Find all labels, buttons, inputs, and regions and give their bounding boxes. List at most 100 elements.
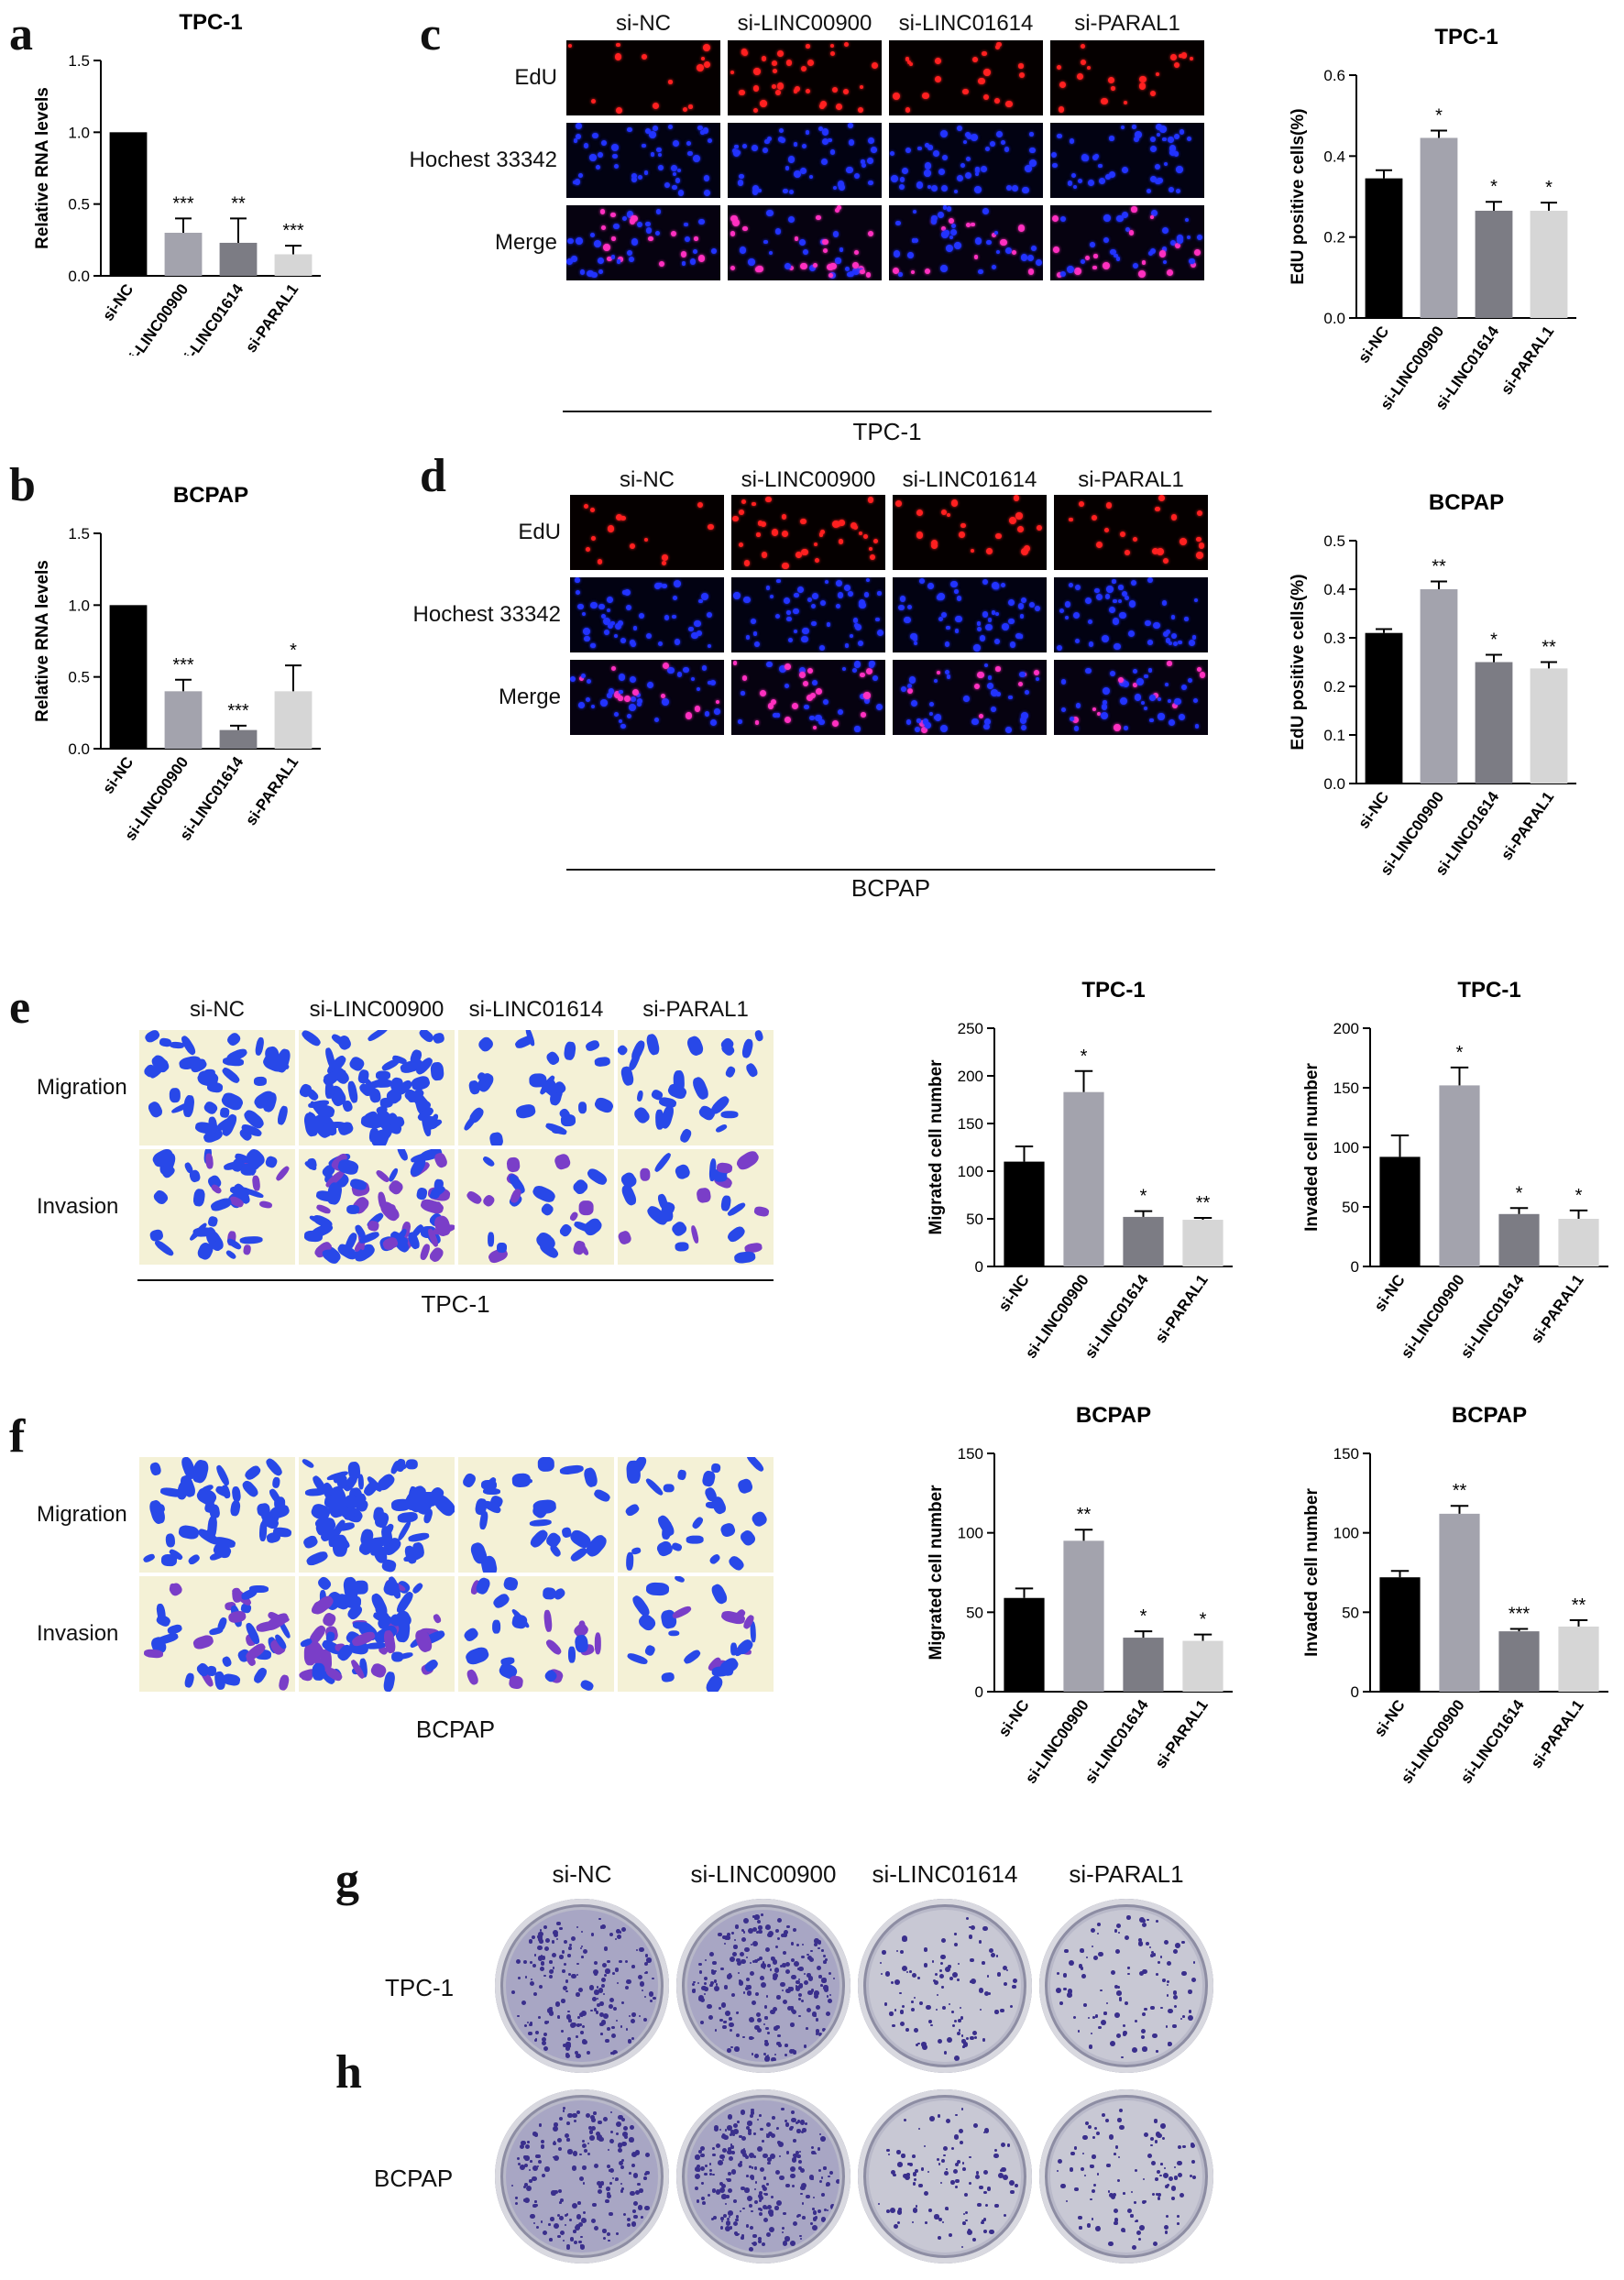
cell-nucleus — [1194, 598, 1199, 603]
stained-cell — [219, 1107, 230, 1118]
colony — [720, 2216, 724, 2220]
cell-nucleus — [662, 698, 669, 706]
colony — [1080, 2166, 1085, 2172]
cell-nucleus — [927, 145, 933, 150]
cell-nucleus — [953, 189, 958, 193]
colony — [821, 2176, 824, 2179]
colony — [752, 1915, 755, 1918]
colony — [913, 2208, 918, 2213]
bar-si-linc00900 — [1439, 1513, 1480, 1692]
cell-nucleus — [1138, 82, 1147, 91]
colony — [576, 1973, 578, 1976]
stained-cell — [529, 1518, 552, 1527]
colony — [713, 1979, 717, 1983]
cell-nucleus — [868, 180, 873, 185]
colony — [996, 1972, 1002, 1977]
cell-nucleus — [778, 127, 784, 133]
cell-nucleus — [658, 165, 664, 170]
colony — [1092, 2218, 1094, 2220]
colony — [1100, 2020, 1106, 2025]
cell-nucleus — [906, 683, 913, 689]
colony — [592, 2203, 597, 2208]
colony — [538, 1931, 544, 1937]
cell-nucleus — [853, 661, 861, 669]
colony — [932, 1979, 936, 1983]
colony — [550, 2217, 554, 2221]
colony — [802, 2202, 805, 2205]
colony — [807, 1990, 814, 1996]
colony — [745, 2224, 750, 2228]
cell-nucleus — [1005, 727, 1013, 734]
stained-cell — [264, 1457, 285, 1478]
colony — [653, 1996, 656, 2000]
transwell-image — [299, 1457, 455, 1573]
cell-nucleus — [763, 147, 769, 153]
cell-nucleus — [753, 107, 759, 113]
colony — [994, 2010, 999, 2014]
cell-nucleus — [692, 249, 697, 255]
stained-cell — [346, 1204, 360, 1214]
colony — [1114, 1948, 1120, 1954]
x-tick-label: si-LINC01614 — [1457, 1696, 1528, 1787]
colony — [755, 1930, 759, 1934]
cell-nucleus — [731, 148, 737, 154]
cell-nucleus — [857, 641, 863, 647]
colony — [724, 2226, 730, 2231]
bar-si-linc00900 — [1420, 137, 1458, 318]
colony — [588, 2130, 594, 2135]
stained-cell — [240, 1478, 260, 1499]
cell-nucleus — [775, 89, 782, 96]
colony — [803, 2044, 807, 2048]
colony — [762, 2242, 766, 2247]
colony — [930, 2023, 933, 2027]
cell-nucleus — [702, 127, 709, 134]
cell-nucleus — [838, 181, 845, 188]
colony — [708, 2014, 714, 2020]
colony — [936, 2009, 938, 2011]
cell-nucleus — [984, 146, 990, 151]
cell-nucleus — [1065, 616, 1070, 620]
stained-cell — [492, 1619, 501, 1635]
y-tick-label: 100 — [1333, 1139, 1359, 1156]
y-tick-label: 0.6 — [1323, 67, 1345, 84]
cell-nucleus — [766, 136, 772, 141]
stained-cell — [203, 1069, 215, 1077]
y-tick-label: 50 — [1342, 1604, 1359, 1621]
colony — [998, 2172, 1004, 2178]
colony — [754, 1991, 759, 1996]
y-axis-label: Invaded cell number — [1302, 1063, 1322, 1232]
colony — [692, 1983, 696, 1987]
colony — [813, 1942, 817, 1946]
cell-nucleus — [1173, 151, 1180, 157]
colony — [756, 1920, 761, 1924]
colony — [597, 2181, 602, 2187]
y-tick-label: 250 — [958, 1020, 983, 1037]
cell-nucleus — [895, 500, 903, 508]
colony — [565, 2053, 570, 2057]
colony — [562, 2240, 565, 2242]
colony — [1118, 1998, 1123, 2001]
colony — [602, 1962, 608, 1968]
cell-nucleus — [581, 611, 586, 616]
colony — [740, 2110, 746, 2115]
cell-nucleus — [946, 512, 950, 518]
colony — [767, 2056, 771, 2060]
colony — [758, 2190, 763, 2195]
cell-nucleus — [567, 43, 572, 48]
colony — [578, 2240, 582, 2244]
cell-nucleus — [1131, 580, 1137, 586]
cell-line-label-c: TPC-1 — [852, 418, 922, 445]
colony — [1073, 2146, 1078, 2150]
cell-nucleus — [761, 56, 767, 62]
colony — [1121, 2227, 1126, 2232]
colony — [827, 1998, 832, 2003]
colony — [783, 1951, 787, 1956]
colony — [1163, 2166, 1167, 2170]
cell-nucleus — [822, 698, 828, 705]
colony — [539, 1939, 543, 1944]
colony — [601, 1984, 605, 1989]
colony — [635, 2190, 641, 2195]
cell-nucleus — [1035, 258, 1043, 267]
colony — [553, 2126, 559, 2132]
colony — [945, 2168, 949, 2171]
